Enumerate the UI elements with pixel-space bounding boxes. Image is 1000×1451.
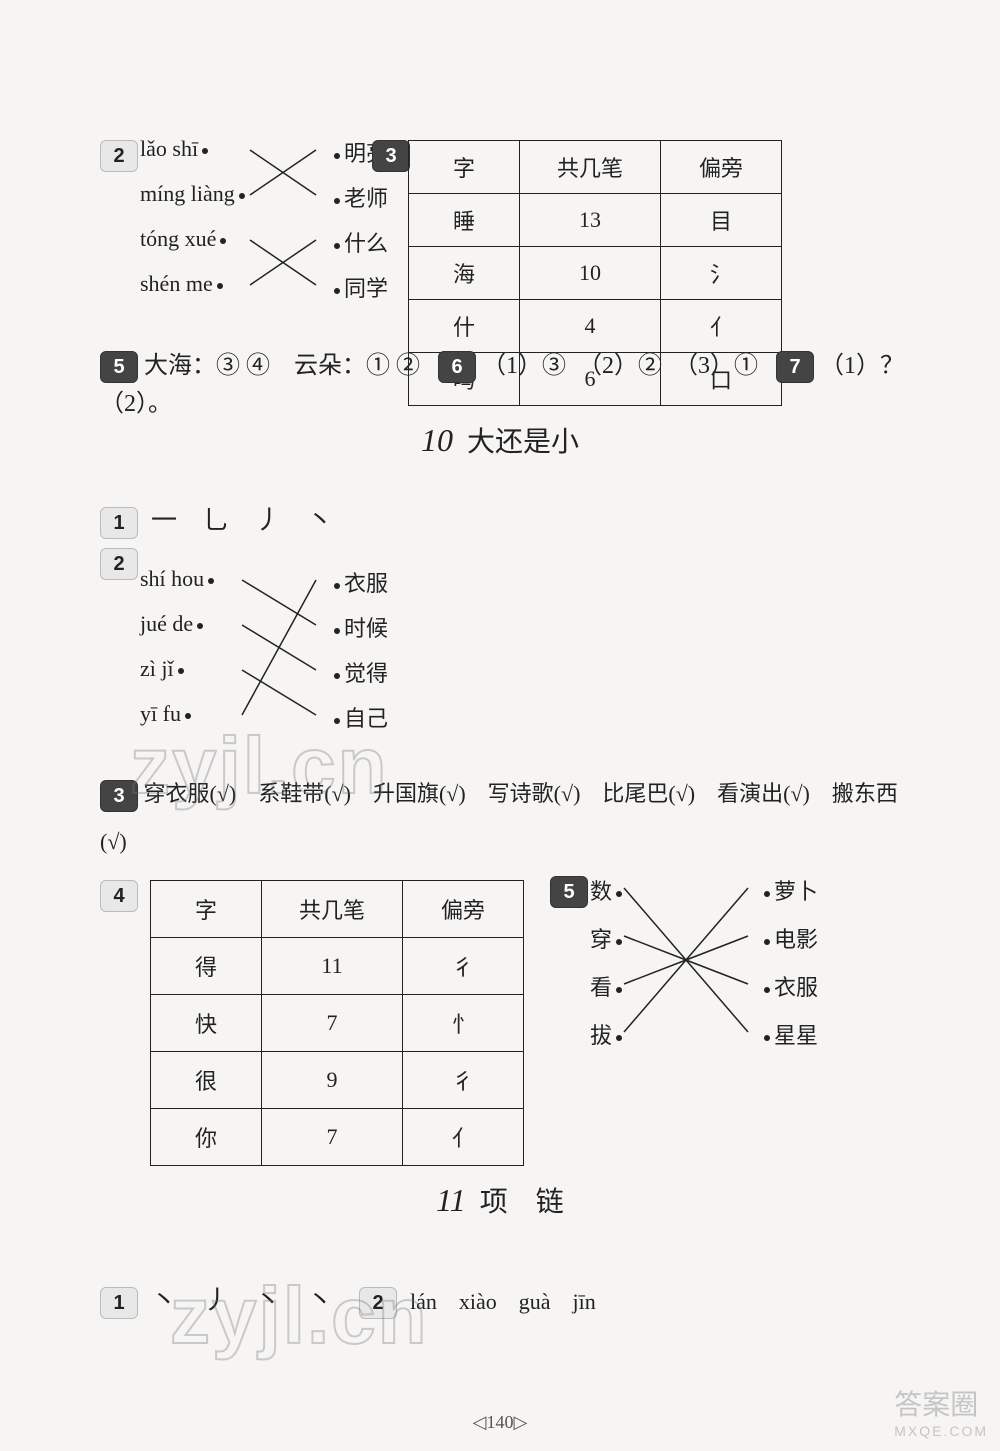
table-row: 你7亻	[151, 1109, 524, 1166]
s11-q1-number: 1	[100, 1287, 138, 1319]
worksheet-page: 2 lǎo shīmíng liàngtóng xuéshén me明亮老师什么…	[0, 0, 1000, 1451]
match-left-item: 数	[590, 874, 626, 906]
table-cell: 你	[151, 1109, 262, 1166]
match-right-item: 衣服	[760, 970, 818, 1002]
table-cell: 亻	[403, 1109, 524, 1166]
section-11-heading: 11 项 链	[0, 1180, 1000, 1220]
s10-q5-matching: 数穿看拔 萝卜电影衣服星星	[0, 0, 900, 1100]
match-left-item: 穿	[590, 922, 626, 954]
page-number: ◁140▷	[0, 1412, 1000, 1433]
match-left-item: 拔	[590, 1018, 626, 1050]
s11-q1: 1 丶 丿 丶 丶 2 lán xiào guà jīn	[100, 1280, 596, 1319]
table-cell: 7	[262, 1109, 403, 1166]
corner-main: 答案圈	[894, 1389, 978, 1420]
corner-watermark: 答案圈 MXQE.COM	[894, 1383, 988, 1439]
section-11-num: 11	[436, 1182, 466, 1218]
s11-q2-text: lán xiào guà jīn	[410, 1289, 596, 1314]
match-right-item: 萝卜	[760, 874, 818, 906]
match-right-item: 电影	[760, 922, 818, 954]
s11-q2-number: 2	[359, 1287, 397, 1319]
match-left-item: 看	[590, 970, 626, 1002]
match-right-item: 星星	[760, 1018, 818, 1050]
s11-q1-strokes: 丶 丿 丶 丶	[151, 1286, 333, 1315]
corner-sub: MXQE.COM	[894, 1423, 988, 1439]
section-11-title: 项 链	[480, 1187, 564, 1218]
